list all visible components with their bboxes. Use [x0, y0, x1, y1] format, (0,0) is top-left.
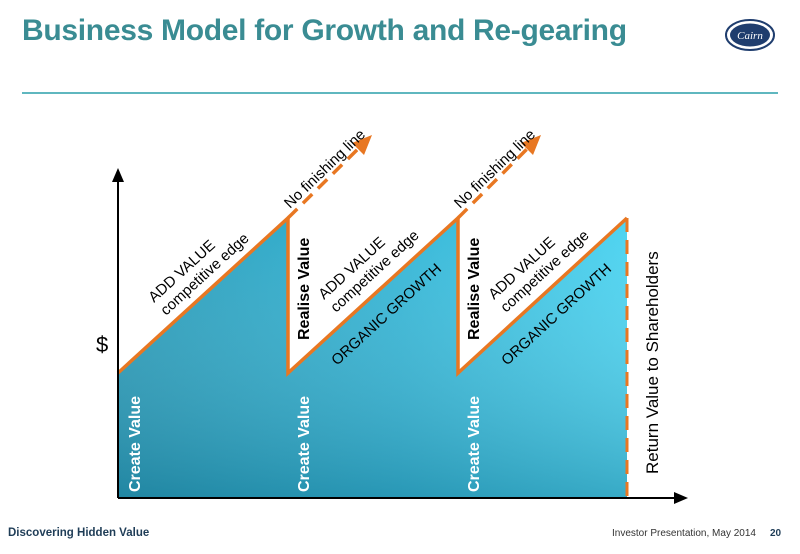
y-axis-label: $	[96, 332, 108, 357]
page-number: 20	[769, 528, 782, 539]
return-value-label: Return Value to Shareholders	[643, 251, 662, 474]
footer-presentation: Investor Presentation, May 2014	[612, 528, 756, 539]
no-finishing-line-label-2: No finishing line	[451, 126, 539, 212]
y-axis	[112, 168, 124, 498]
title-divider	[22, 92, 778, 94]
x-axis	[118, 492, 688, 504]
footer-info: Investor Presentation, May 2014 20	[612, 528, 781, 539]
create-value-label-3: Create Value	[466, 396, 483, 492]
realise-value-label-2: Realise Value	[466, 238, 483, 340]
create-value-label-1: Create Value	[127, 396, 144, 492]
no-finishing-line-label-1: No finishing line	[281, 126, 369, 212]
growth-line	[116, 214, 629, 377]
no-finishing-arrow-1	[286, 135, 372, 220]
logo-text: Cairn	[737, 30, 763, 42]
no-finishing-arrow-2	[456, 135, 541, 220]
create-value-label-2: Create Value	[296, 396, 313, 492]
footer-tagline: Discovering Hidden Value	[8, 527, 150, 539]
page-title: Business Model for Growth and Re-gearing	[22, 14, 627, 47]
cairn-logo: Cairn	[725, 19, 775, 51]
realise-value-label-1: Realise Value	[296, 238, 313, 340]
